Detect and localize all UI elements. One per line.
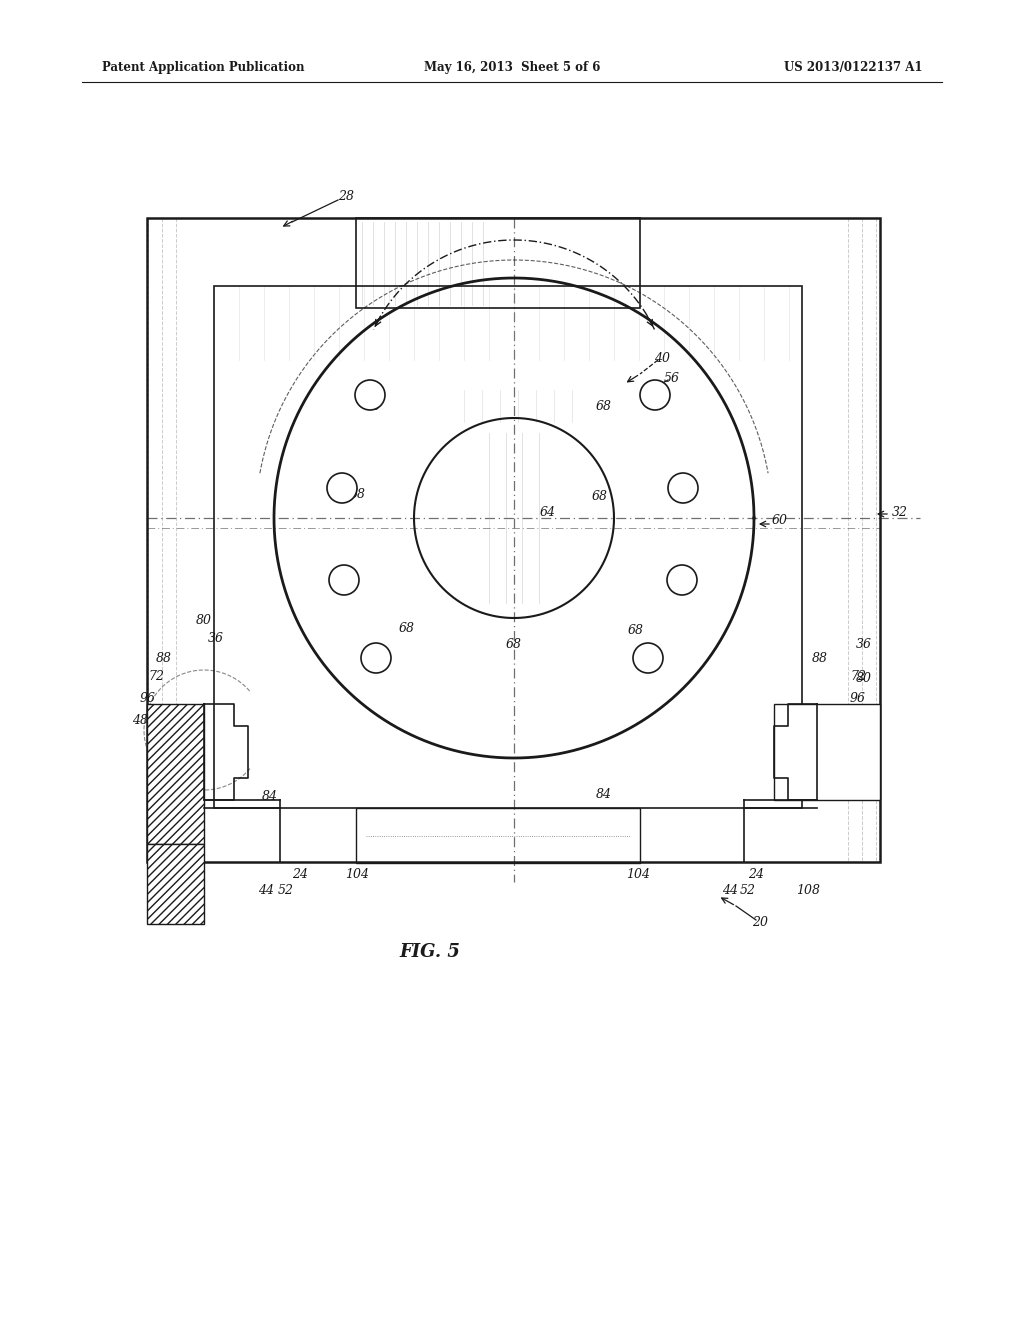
Bar — [147, 704, 204, 843]
Text: 52: 52 — [740, 883, 756, 896]
Circle shape — [355, 380, 385, 411]
Bar — [147, 218, 880, 862]
Text: 96: 96 — [850, 692, 866, 705]
Text: 88: 88 — [812, 652, 828, 664]
Text: 68: 68 — [596, 400, 612, 412]
Text: Patent Application Publication: Patent Application Publication — [102, 62, 304, 74]
Bar — [356, 218, 640, 308]
Text: 84: 84 — [596, 788, 612, 800]
Text: 40: 40 — [654, 351, 670, 364]
Text: 72: 72 — [148, 669, 164, 682]
Text: 48: 48 — [850, 714, 866, 726]
Text: 28: 28 — [338, 190, 354, 202]
Circle shape — [329, 565, 359, 595]
Text: 20: 20 — [752, 916, 768, 928]
Text: 52: 52 — [278, 883, 294, 896]
Bar — [147, 843, 204, 924]
Text: 80: 80 — [196, 614, 212, 627]
Text: 68: 68 — [350, 487, 366, 500]
Text: 88: 88 — [156, 652, 172, 664]
Text: 24: 24 — [292, 867, 308, 880]
Circle shape — [327, 473, 357, 503]
Circle shape — [668, 473, 698, 503]
Text: 68: 68 — [592, 490, 608, 503]
Circle shape — [361, 643, 391, 673]
Circle shape — [667, 565, 697, 595]
Text: FIG. 6: FIG. 6 — [158, 867, 198, 880]
Text: 72: 72 — [850, 669, 866, 682]
Text: 36: 36 — [856, 638, 872, 651]
Text: 68: 68 — [365, 400, 381, 412]
Circle shape — [640, 380, 670, 411]
Bar — [214, 286, 802, 808]
Text: FIG. 5: FIG. 5 — [399, 942, 461, 961]
Text: 68: 68 — [506, 639, 522, 652]
Text: 56: 56 — [664, 371, 680, 384]
Bar — [774, 704, 880, 800]
Text: 84: 84 — [262, 789, 278, 803]
Text: 36: 36 — [208, 631, 224, 644]
Text: 96: 96 — [140, 692, 156, 705]
Text: 64: 64 — [540, 506, 556, 519]
Text: 60: 60 — [772, 513, 788, 527]
Text: 44: 44 — [722, 883, 738, 896]
Text: 44: 44 — [258, 883, 274, 896]
Circle shape — [633, 643, 663, 673]
Text: 24: 24 — [748, 867, 764, 880]
Text: 68: 68 — [628, 623, 644, 636]
Text: 80: 80 — [856, 672, 872, 685]
Bar — [356, 808, 640, 863]
Text: 104: 104 — [626, 867, 650, 880]
Text: 108: 108 — [796, 883, 820, 896]
Text: 32: 32 — [892, 506, 908, 519]
Text: May 16, 2013  Sheet 5 of 6: May 16, 2013 Sheet 5 of 6 — [424, 62, 600, 74]
Text: 104: 104 — [345, 867, 369, 880]
Text: 68: 68 — [399, 622, 415, 635]
Text: US 2013/0122137 A1: US 2013/0122137 A1 — [783, 62, 922, 74]
Text: 48: 48 — [132, 714, 148, 726]
